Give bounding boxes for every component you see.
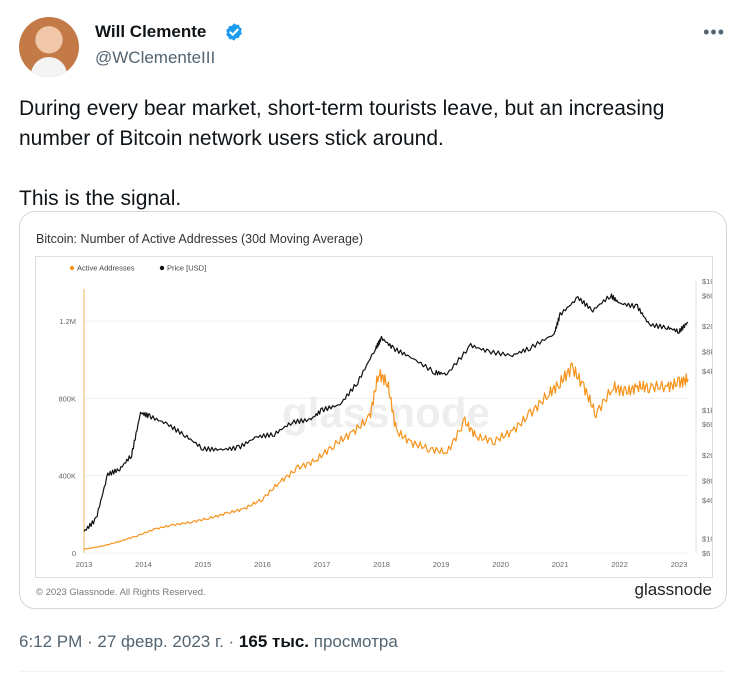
- verified-badge-icon: [226, 23, 242, 41]
- x-tick-label: 2014: [135, 560, 152, 569]
- y-right-tick-label: $6: [702, 549, 710, 558]
- tweet-text: During every bear market, short-term tou…: [19, 97, 665, 210]
- views-count: 165 тыс.: [238, 632, 310, 651]
- x-tick-label: 2016: [254, 560, 271, 569]
- more-icon[interactable]: •••: [703, 22, 725, 42]
- author-name[interactable]: Will Clemente: [95, 22, 207, 41]
- y-left-tick-label: 0: [72, 549, 76, 558]
- x-tick-label: 2015: [195, 560, 212, 569]
- views-label: просмотра: [309, 632, 398, 651]
- chart-plot-area: glassnode 0 400K 800K 1.2M $6 $10 $40 $80 $200 $60…: [35, 256, 723, 578]
- active-addresses-line: [83, 362, 689, 550]
- x-tick-label: 2021: [552, 560, 569, 569]
- chart-watermark: glassnode: [282, 389, 490, 436]
- x-tick-label: 2019: [433, 560, 450, 569]
- x-tick-label: 2023: [671, 560, 688, 569]
- y-right-tick-label: $8k: [702, 348, 712, 357]
- chart-svg: glassnode 0 400K 800K 1.2M $6 $10 $40 $80 $200 $60…: [58, 264, 722, 570]
- legend-marker: [159, 265, 165, 271]
- x-tick-label: 2020: [492, 560, 509, 569]
- y-right-tick-label: $1k: [702, 406, 712, 415]
- y-right-tick-label: $20k: [702, 322, 712, 331]
- y-right-tick-label: $40: [702, 496, 712, 505]
- x-tick-label: 2017: [314, 560, 331, 569]
- author-handle[interactable]: @WClementeIII: [95, 48, 216, 67]
- y-right-tick-label: $80: [702, 477, 712, 486]
- x-tick-label: 2022: [611, 560, 628, 569]
- legend-marker: [69, 265, 75, 271]
- x-tick-label: 2018: [373, 560, 390, 569]
- chart-image-card[interactable]: Bitcoin: Number of Active Addresses (30d…: [19, 211, 727, 609]
- y-right-tick-label: $200: [702, 451, 712, 460]
- y-right-tick-label: $100k: [702, 277, 712, 286]
- y-right-tick-label: $600: [702, 420, 712, 429]
- y-left-tick-label: 800K: [58, 394, 76, 403]
- legend-label: Price [USD]: [167, 264, 206, 273]
- chart-title: Bitcoin: Number of Active Addresses (30d…: [36, 232, 364, 246]
- price-line: [83, 293, 689, 532]
- y-right-tick-label: $60k: [702, 291, 712, 300]
- chart-copyright: © 2023 Glassnode. All Rights Reserved.: [36, 587, 206, 598]
- y-left-tick-label: 400K: [58, 472, 76, 481]
- y-right-tick-label: $10: [702, 535, 712, 544]
- divider: [19, 671, 725, 672]
- y-left-tick-label: 1.2M: [59, 317, 76, 326]
- x-tick-label: 2013: [76, 560, 93, 569]
- author-avatar[interactable]: [19, 17, 79, 77]
- glassnode-logo: glassnode: [634, 580, 712, 599]
- legend-label: Active Addresses: [77, 264, 135, 273]
- y-right-tick-label: $4k: [702, 367, 712, 376]
- tweet-timestamp[interactable]: 6:12 PM · 27 февр. 2023 г. ·: [19, 632, 239, 651]
- tweet-meta: 6:12 PM · 27 февр. 2023 г. · 165 тыс. пр…: [19, 632, 398, 652]
